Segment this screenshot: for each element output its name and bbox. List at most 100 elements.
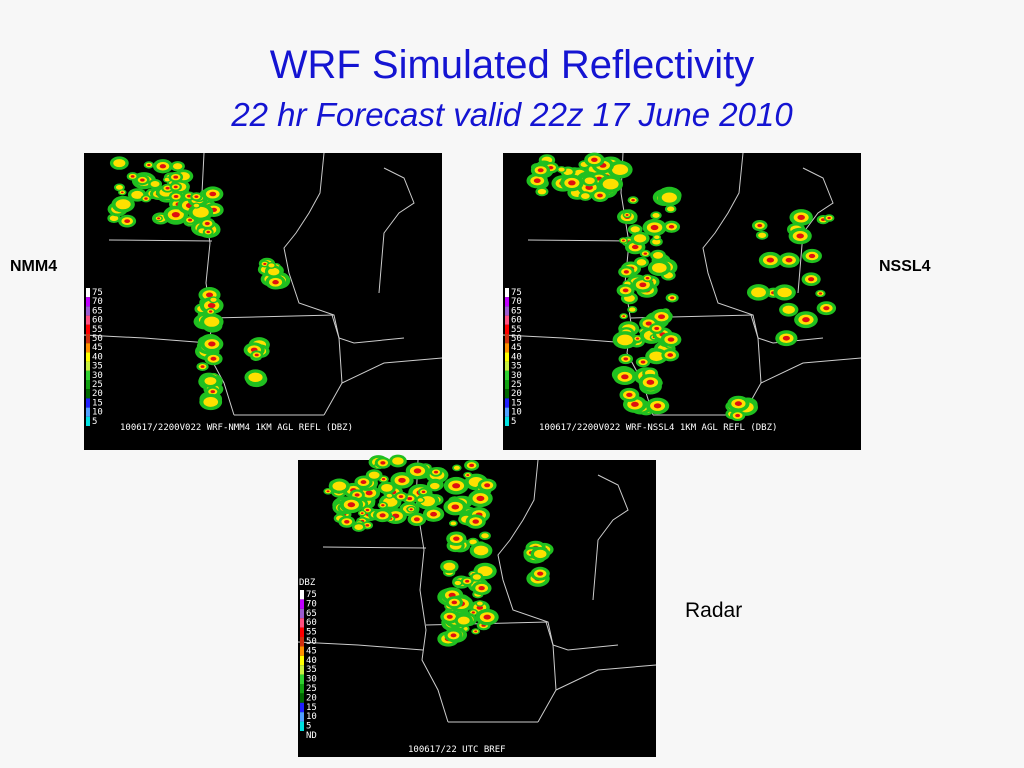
echo xyxy=(537,571,544,576)
echo xyxy=(477,566,493,577)
legend-swatch xyxy=(505,288,509,298)
echo xyxy=(597,193,603,198)
echo xyxy=(670,296,675,300)
echo xyxy=(646,379,655,385)
legend-swatch xyxy=(300,702,304,713)
echo xyxy=(173,194,179,199)
echo xyxy=(368,471,380,479)
state-border xyxy=(760,357,862,384)
echo xyxy=(208,341,216,347)
legend-label: 75 xyxy=(92,288,103,298)
echo xyxy=(818,292,823,295)
echo xyxy=(109,215,119,222)
echo xyxy=(469,463,475,467)
state-border xyxy=(322,546,427,549)
echo xyxy=(131,190,144,199)
legend-swatch xyxy=(300,721,304,731)
echo xyxy=(623,357,629,361)
echo xyxy=(453,465,460,470)
legend-swatch xyxy=(505,315,509,325)
echo xyxy=(172,163,183,170)
echo xyxy=(766,257,775,263)
echo xyxy=(209,191,217,197)
echo xyxy=(173,185,178,189)
echo xyxy=(631,401,639,407)
echo xyxy=(668,224,675,229)
legend-label: 70 xyxy=(306,599,317,609)
legend-label: 60 xyxy=(92,316,103,326)
legend-label: 15 xyxy=(306,703,317,713)
echo xyxy=(188,218,193,222)
echo xyxy=(533,178,541,184)
echo xyxy=(645,276,650,280)
legend-label: 10 xyxy=(511,408,522,418)
echo xyxy=(457,616,470,625)
echo xyxy=(453,536,460,541)
legend-label: 55 xyxy=(92,325,103,335)
echo xyxy=(210,390,216,394)
legend-label: 45 xyxy=(92,343,103,353)
legend-swatch xyxy=(300,618,304,628)
state-border xyxy=(211,314,335,319)
echo xyxy=(203,397,219,407)
echo xyxy=(631,198,635,202)
echo xyxy=(386,493,393,498)
echo xyxy=(210,356,217,361)
echo xyxy=(409,508,413,511)
echo xyxy=(354,493,360,497)
legend-label: 20 xyxy=(511,389,522,399)
legend-label: 65 xyxy=(511,306,522,316)
echo xyxy=(147,163,151,167)
legend-swatch xyxy=(505,370,509,380)
legend-swatch xyxy=(300,590,304,600)
echo xyxy=(796,233,804,239)
legend-label: 65 xyxy=(306,609,317,619)
echo xyxy=(171,211,180,218)
echo xyxy=(205,292,214,298)
legend-label: 50 xyxy=(92,334,103,344)
echo xyxy=(636,259,647,266)
map-caption: 100617/22 UTC BREF xyxy=(408,745,506,755)
echo xyxy=(204,316,220,327)
legend-label: 5 xyxy=(511,417,516,427)
echo xyxy=(584,177,595,185)
legend-label: 40 xyxy=(511,352,522,362)
state-border xyxy=(502,334,629,344)
echo xyxy=(625,213,629,216)
legend-label: 40 xyxy=(306,656,317,666)
echo xyxy=(652,213,660,218)
legend-label: 60 xyxy=(511,316,522,326)
echo xyxy=(630,226,640,233)
echo xyxy=(621,374,629,380)
echo xyxy=(654,326,660,331)
echo xyxy=(446,614,453,619)
legend-label: 70 xyxy=(511,297,522,307)
echo xyxy=(365,490,373,496)
echo xyxy=(652,262,667,273)
echo xyxy=(407,496,413,501)
echo xyxy=(451,504,460,510)
legend-label: 25 xyxy=(306,684,317,694)
legend-swatch xyxy=(86,416,90,426)
echo xyxy=(621,239,625,242)
echo xyxy=(649,351,664,362)
state-border xyxy=(341,357,443,384)
legend-swatch xyxy=(505,389,509,399)
echo xyxy=(626,392,633,397)
panel-label: Radar xyxy=(685,599,742,622)
echo xyxy=(667,337,675,342)
legend-swatch xyxy=(505,334,509,344)
echo xyxy=(360,512,364,515)
legend-swatch xyxy=(505,306,509,316)
echo xyxy=(381,504,385,507)
echo xyxy=(782,305,795,314)
state-border xyxy=(283,152,405,344)
legend-label: 40 xyxy=(92,352,103,362)
legend-label: 45 xyxy=(306,646,317,656)
legend-swatch xyxy=(300,665,304,675)
echo xyxy=(537,188,547,195)
echo xyxy=(268,267,280,276)
slide-subtitle: 22 hr Forecast valid 22z 17 June 2010 xyxy=(230,96,793,133)
